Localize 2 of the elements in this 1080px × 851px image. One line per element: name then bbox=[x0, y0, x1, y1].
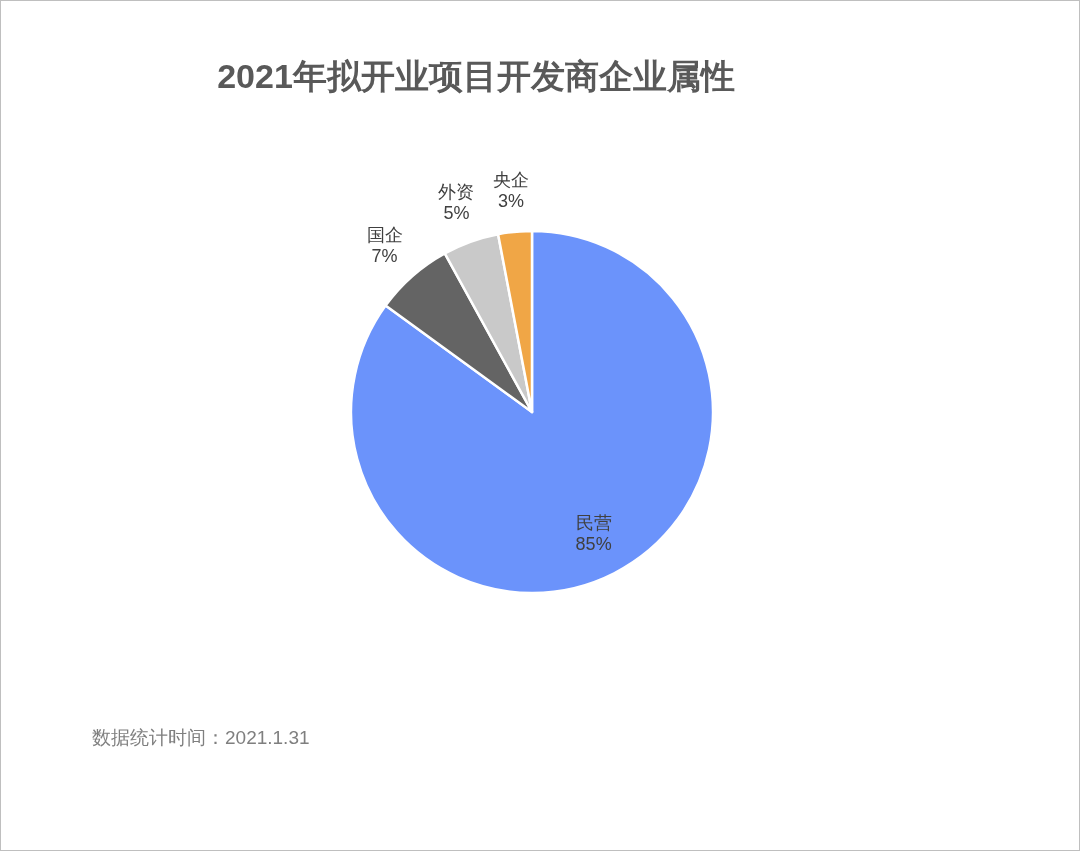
title: 2021年拟开业项目开发商企业属性 bbox=[217, 57, 735, 95]
annotation: 数据统计时间：2021.1.31 bbox=[92, 727, 310, 748]
